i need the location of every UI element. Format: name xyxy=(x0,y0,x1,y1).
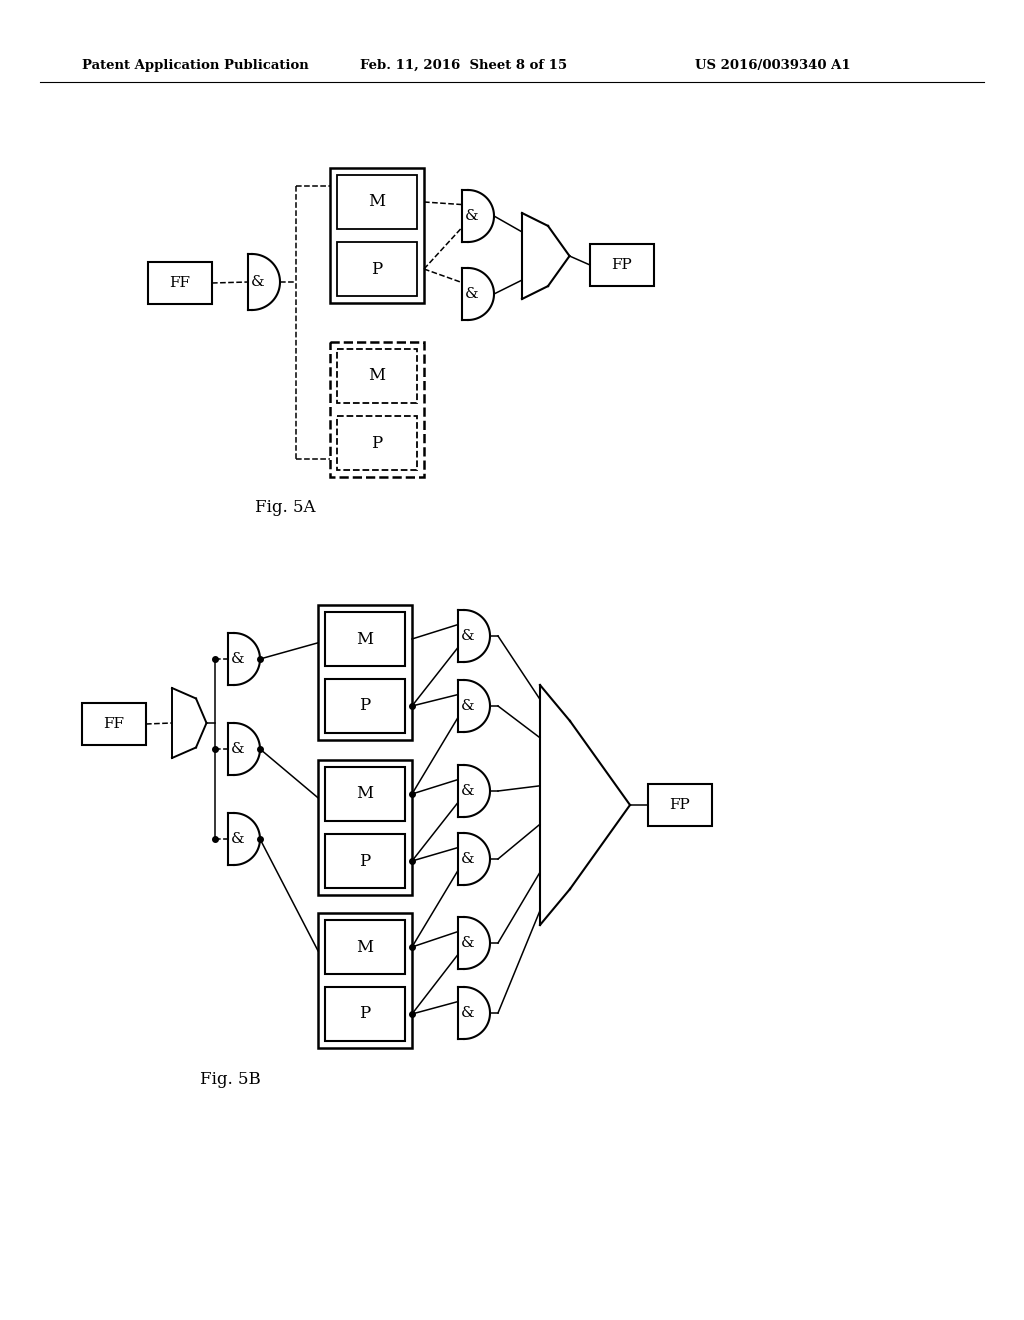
Text: FF: FF xyxy=(170,276,190,290)
FancyBboxPatch shape xyxy=(82,704,146,744)
FancyBboxPatch shape xyxy=(318,605,412,741)
Text: &: & xyxy=(461,1006,475,1020)
FancyBboxPatch shape xyxy=(318,760,412,895)
Text: M: M xyxy=(356,939,374,956)
Text: P: P xyxy=(359,853,371,870)
FancyBboxPatch shape xyxy=(325,612,406,667)
Text: US 2016/0039340 A1: US 2016/0039340 A1 xyxy=(695,58,851,71)
Text: &: & xyxy=(231,652,245,667)
FancyBboxPatch shape xyxy=(325,678,406,733)
Text: M: M xyxy=(356,631,374,648)
Text: FF: FF xyxy=(103,717,125,731)
Text: Patent Application Publication: Patent Application Publication xyxy=(82,58,309,71)
Text: Feb. 11, 2016  Sheet 8 of 15: Feb. 11, 2016 Sheet 8 of 15 xyxy=(360,58,567,71)
FancyBboxPatch shape xyxy=(318,913,412,1048)
Text: M: M xyxy=(369,194,386,210)
Text: P: P xyxy=(372,260,383,277)
FancyBboxPatch shape xyxy=(337,416,417,470)
FancyBboxPatch shape xyxy=(325,920,406,974)
Text: &: & xyxy=(461,630,475,643)
Text: &: & xyxy=(231,832,245,846)
Text: &: & xyxy=(461,784,475,799)
Text: Fig. 5A: Fig. 5A xyxy=(255,499,315,516)
FancyBboxPatch shape xyxy=(148,261,212,304)
FancyBboxPatch shape xyxy=(330,168,424,304)
Text: &: & xyxy=(251,275,265,289)
Text: P: P xyxy=(359,697,371,714)
Text: &: & xyxy=(231,742,245,756)
FancyBboxPatch shape xyxy=(325,987,406,1041)
Text: &: & xyxy=(465,209,479,223)
Text: P: P xyxy=(372,434,383,451)
Text: &: & xyxy=(461,700,475,713)
FancyBboxPatch shape xyxy=(337,348,417,403)
FancyBboxPatch shape xyxy=(325,767,406,821)
Text: M: M xyxy=(369,367,386,384)
Text: &: & xyxy=(465,286,479,301)
FancyBboxPatch shape xyxy=(337,242,417,296)
Text: FP: FP xyxy=(611,257,633,272)
Text: FP: FP xyxy=(670,799,690,812)
FancyBboxPatch shape xyxy=(330,342,424,477)
Text: &: & xyxy=(461,851,475,866)
Text: &: & xyxy=(461,936,475,950)
Text: M: M xyxy=(356,785,374,803)
FancyBboxPatch shape xyxy=(337,176,417,228)
Text: P: P xyxy=(359,1006,371,1023)
FancyBboxPatch shape xyxy=(590,244,654,286)
FancyBboxPatch shape xyxy=(325,834,406,888)
Text: Fig. 5B: Fig. 5B xyxy=(200,1072,261,1089)
FancyBboxPatch shape xyxy=(648,784,712,826)
